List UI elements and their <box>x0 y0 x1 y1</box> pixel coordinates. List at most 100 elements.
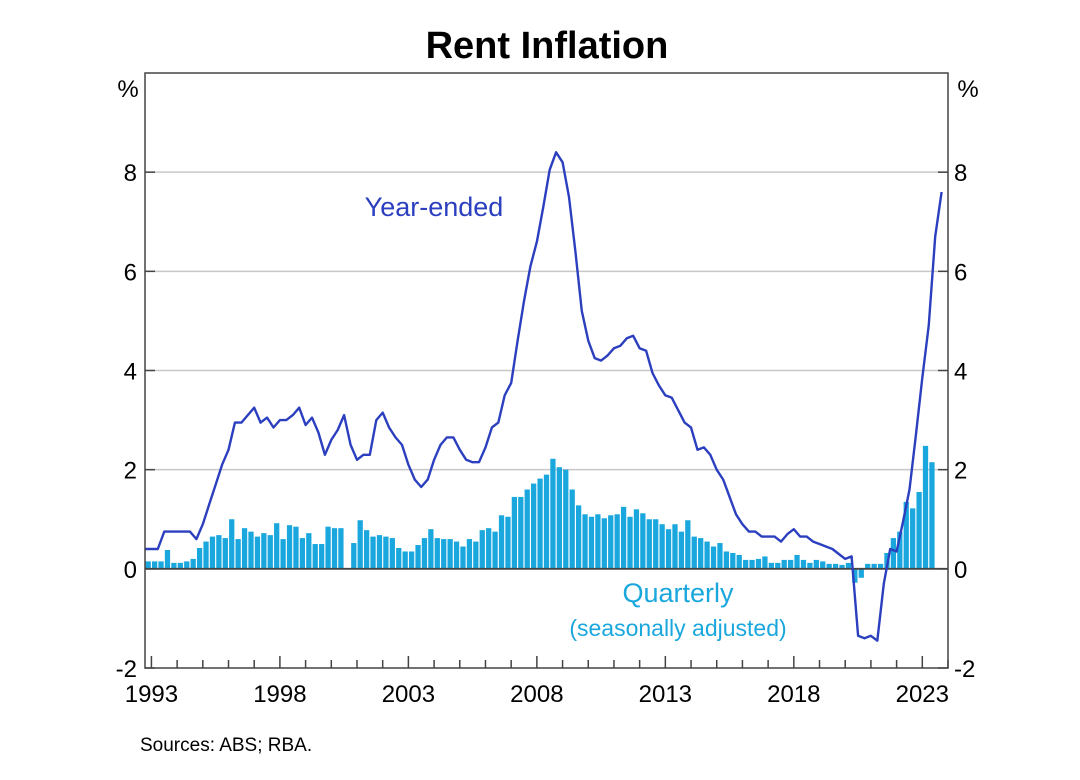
quarterly-bar <box>396 548 402 569</box>
quarterly-note-annotation: (seasonally adjusted) <box>569 615 786 641</box>
grid-lines <box>145 171 948 471</box>
quarterly-bar <box>498 515 505 569</box>
quarterly-bar <box>710 546 717 569</box>
quarterly-bar <box>563 469 569 569</box>
quarterly-bar <box>428 529 434 569</box>
quarterly-bar <box>518 496 524 569</box>
quarterly-bar <box>241 528 248 569</box>
x-tick-label: 2023 <box>896 681 949 708</box>
quarterly-bar <box>775 562 781 569</box>
quarterly-bar <box>479 530 485 569</box>
quarterly-bar <box>164 549 171 569</box>
y-tick-label-left: -2 <box>116 656 137 683</box>
quarterly-bar <box>794 554 800 569</box>
quarterly-bar <box>743 559 749 569</box>
quarterly-bar <box>640 513 646 569</box>
quarterly-bar <box>768 562 774 569</box>
quarterly-bar <box>389 538 395 569</box>
right-unit-label: % <box>957 76 978 103</box>
y-tick-label-right: -2 <box>954 656 975 683</box>
y-tick-label-right: 0 <box>954 557 967 584</box>
y-tick-label-left: 2 <box>124 458 137 485</box>
left-unit-label: % <box>117 76 138 103</box>
quarterly-bar <box>319 544 325 569</box>
quarterly-bar <box>897 531 903 569</box>
quarterly-bar <box>486 528 492 569</box>
quarterly-bar <box>158 561 164 569</box>
quarterly-bar <box>357 520 363 569</box>
quarterly-bar <box>659 524 665 569</box>
quarterly-bar <box>910 508 916 569</box>
y-tick-label-right: 2 <box>954 458 967 485</box>
quarterly-bar <box>787 559 794 569</box>
quarterly-bar <box>762 556 768 569</box>
quarterly-bar <box>306 533 312 569</box>
quarterly-bar <box>222 538 228 569</box>
quarterly-bar <box>845 562 852 569</box>
quarterly-bar <box>588 516 595 569</box>
quarterly-bar <box>209 536 216 569</box>
quarterly-bar <box>524 489 530 569</box>
quarterly-bar <box>460 546 466 569</box>
quarterly-bar <box>595 514 601 569</box>
y-tick-label-right: 8 <box>954 160 967 187</box>
quarterly-bar <box>492 531 498 569</box>
quarterly-bar <box>781 559 787 569</box>
quarterly-bar <box>408 551 415 569</box>
quarterly-bar <box>929 462 935 569</box>
quarterly-bar <box>582 514 588 569</box>
quarterly-bar <box>203 541 209 569</box>
quarterly-bar <box>261 533 267 569</box>
quarterly-bar <box>807 562 813 569</box>
quarterly-bar <box>903 501 909 569</box>
quarterly-bar <box>678 531 685 569</box>
x-tick-label: 2018 <box>767 681 820 708</box>
quarterly-bar <box>351 543 357 569</box>
quarterly-bar <box>196 548 203 569</box>
quarterly-bar <box>569 489 575 569</box>
quarterly-bar <box>280 539 286 569</box>
quarterly-bar <box>820 561 826 569</box>
quarterly-bar <box>871 563 877 569</box>
quarterly-bar <box>190 558 196 569</box>
chart-title: Rent Inflation <box>426 25 669 67</box>
quarterly-bar <box>453 541 460 569</box>
quarterly-bar <box>704 541 710 569</box>
quarterly-bar <box>620 506 627 569</box>
quarterly-bar <box>537 478 543 569</box>
quarterly-bar <box>646 519 652 569</box>
quarterly-bar <box>376 535 383 569</box>
quarterly-bar <box>229 519 235 569</box>
quarterly-bar <box>890 538 897 569</box>
y-tick-label-right: 4 <box>954 359 967 386</box>
quarterly-bar <box>665 529 672 569</box>
quarterly-bar <box>839 564 845 569</box>
quarterly-bar <box>447 539 453 569</box>
quarterly-bar <box>575 505 582 569</box>
quarterly-bar <box>363 530 370 569</box>
quarterly-bar <box>877 563 884 569</box>
quarterly-bar <box>543 474 550 569</box>
quarterly-bar <box>274 523 280 569</box>
quarterly-bar <box>698 538 704 569</box>
quarterly-bar <box>370 536 376 569</box>
quarterly-bar <box>338 528 344 569</box>
source-note: Sources: ABS; RBA. <box>140 735 312 756</box>
y-tick-label-left: 0 <box>124 557 137 584</box>
quarterly-bar <box>286 525 293 569</box>
quarterly-annotation: Quarterly <box>622 578 734 608</box>
quarterly-bar <box>730 552 736 569</box>
quarterly-bar <box>826 563 832 569</box>
y-tick-label-left: 8 <box>124 160 137 187</box>
quarterly-bar <box>691 536 697 569</box>
y-tick-label-right: 6 <box>954 259 967 286</box>
quarterly-bar <box>184 561 190 569</box>
quarterly-bar <box>331 528 338 569</box>
quarterly-bar <box>145 561 151 569</box>
plot-frame-layer <box>144 72 949 669</box>
quarterly-bar <box>852 568 858 583</box>
x-tick-label: 2008 <box>510 681 563 708</box>
quarterly-bar <box>717 543 723 569</box>
